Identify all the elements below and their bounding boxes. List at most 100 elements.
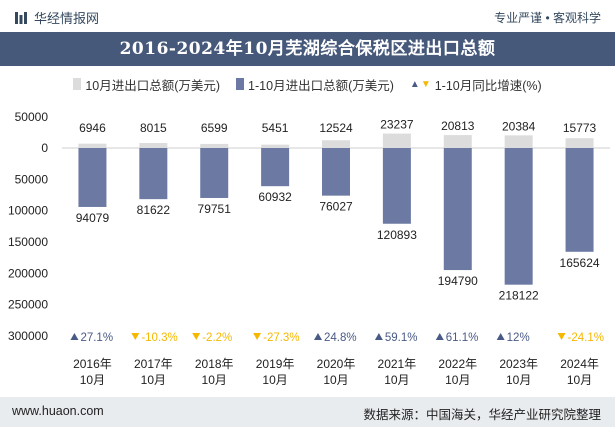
data-label-cum: 218122 xyxy=(499,289,539,303)
data-label-oct: 20813 xyxy=(441,119,475,133)
data-label-cum: 60932 xyxy=(258,190,292,204)
footer-source: 数据来源：中国海关，华经产业研究院整理 xyxy=(363,408,601,422)
footer: www.huaon.com 数据来源：中国海关，华经产业研究院整理 xyxy=(0,397,615,427)
growth-label: 27.1% xyxy=(80,332,113,344)
data-label-cum: 120893 xyxy=(377,228,417,242)
x-tick-label-month: 10月 xyxy=(80,373,105,387)
growth-up-icon xyxy=(374,333,383,340)
growth-label: -27.3% xyxy=(263,332,299,344)
x-tick-label-year: 2021年 xyxy=(378,357,417,371)
x-tick-label-month: 10月 xyxy=(567,373,592,387)
bar-cum xyxy=(443,148,472,271)
top-bar: 华经情报网 专业严谨 • 客观科学 xyxy=(0,0,615,32)
legend-swatch-cum xyxy=(236,78,245,90)
y-tick-label: 50000 xyxy=(15,110,49,124)
legend-item-cum: 1-10月进出口总额(万美元) xyxy=(236,75,394,94)
data-label-cum: 81622 xyxy=(137,203,171,217)
bar-oct xyxy=(565,138,594,148)
legend-label-oct: 10月进出口总额(万美元) xyxy=(85,78,221,93)
growth-up-icon xyxy=(496,333,505,340)
tagline: 专业严谨 • 客观科学 xyxy=(494,11,601,25)
data-label-oct: 5451 xyxy=(262,121,289,135)
growth-label: 24.8% xyxy=(324,332,357,344)
x-tick-label-year: 2019年 xyxy=(256,357,295,371)
data-label-cum: 194790 xyxy=(438,274,478,288)
bar-oct xyxy=(504,135,533,148)
bar-oct xyxy=(382,133,411,148)
growth-label: -24.1% xyxy=(568,332,604,344)
data-label-oct: 6599 xyxy=(201,121,228,135)
bar-oct xyxy=(200,143,229,148)
bar-cum xyxy=(382,148,411,224)
bar-cum xyxy=(322,148,350,196)
data-label-cum: 79751 xyxy=(198,202,232,216)
growth-label: 61.1% xyxy=(446,332,479,344)
x-tick-label-month: 10月 xyxy=(384,373,409,387)
legend-label-growth: 1-10月同比增速(%) xyxy=(434,78,542,93)
brand-logo-icon xyxy=(15,11,27,24)
chart-plot: 50000 0 50000 100000 150000 200000 250000 30000… xyxy=(8,110,610,387)
x-tick-label-month: 10月 xyxy=(323,373,348,387)
y-tick-label: 250000 xyxy=(8,298,48,312)
data-label-cum: 76027 xyxy=(319,200,353,214)
x-tick-label-year: 2017年 xyxy=(134,357,173,371)
x-tick-label-year: 2023年 xyxy=(499,357,538,371)
bar-oct xyxy=(261,144,290,148)
growth-down-icon xyxy=(131,333,140,340)
brand-name: 华经情报网 xyxy=(34,11,100,26)
up-triangle-icon: ▲ xyxy=(409,78,420,90)
data-label-oct: 12524 xyxy=(319,121,353,135)
y-tick-label: 300000 xyxy=(8,329,48,343)
data-label-oct: 8015 xyxy=(140,121,167,135)
x-tick-label-year: 2022年 xyxy=(438,357,477,371)
growth-up-icon xyxy=(70,333,79,340)
data-label-oct: 6946 xyxy=(79,121,106,135)
bar-oct xyxy=(443,135,472,148)
bar-cum xyxy=(504,148,533,285)
growth-label: -10.3% xyxy=(141,332,177,344)
x-tick-label-month: 10月 xyxy=(141,373,166,387)
x-tick-label-year: 2016年 xyxy=(73,357,112,371)
x-tick-label-year: 2024年 xyxy=(560,357,599,371)
bar-oct xyxy=(78,143,107,148)
x-tick-label-month: 10月 xyxy=(262,373,287,387)
y-tick-label: 200000 xyxy=(8,266,48,280)
bar-oct xyxy=(322,140,350,148)
bar-cum xyxy=(139,148,168,200)
legend: 10月进出口总额(万美元) 1-10月进出口总额(万美元) ▲ ▼ 1-10月同比… xyxy=(0,74,615,94)
growth-label: 59.1% xyxy=(385,332,418,344)
x-tick-label-month: 10月 xyxy=(506,373,531,387)
x-tick-label-year: 2018年 xyxy=(195,357,234,371)
bar-oct xyxy=(139,143,168,148)
data-label-oct: 15773 xyxy=(563,121,597,135)
growth-down-icon xyxy=(557,333,566,340)
brand: 华经情报网 xyxy=(14,8,99,27)
y-tick-label: 100000 xyxy=(8,204,48,218)
bar-cum xyxy=(565,148,594,252)
bar-cum xyxy=(200,148,229,198)
legend-item-growth: ▲ ▼ 1-10月同比增速(%) xyxy=(410,75,542,94)
growth-down-icon xyxy=(192,333,201,340)
growth-down-icon xyxy=(253,333,262,340)
y-tick-label: 0 xyxy=(41,141,48,155)
x-tick-label-month: 10月 xyxy=(445,373,470,387)
growth-up-icon xyxy=(435,333,444,340)
data-label-oct: 20384 xyxy=(502,119,536,133)
bar-cum xyxy=(261,148,290,187)
bar-cum xyxy=(78,148,107,207)
y-tick-label: 150000 xyxy=(8,235,48,249)
legend-label-cum: 1-10月进出口总额(万美元) xyxy=(248,78,394,93)
data-label-oct: 23237 xyxy=(380,118,414,132)
legend-triangle-icons: ▲ ▼ xyxy=(410,79,431,90)
data-label-cum: 165624 xyxy=(560,256,600,270)
legend-swatch-oct xyxy=(73,78,82,90)
chart-title: 2016-2024年10月芜湖综合保税区进出口总额 xyxy=(0,32,615,66)
growth-up-icon xyxy=(314,333,322,340)
x-tick-label-year: 2020年 xyxy=(317,357,356,371)
footer-url: www.huaon.com xyxy=(12,404,104,418)
y-tick-label: 50000 xyxy=(15,172,49,186)
growth-label: 12% xyxy=(507,332,530,344)
data-label-cum: 94079 xyxy=(76,211,110,225)
growth-label: -2.2% xyxy=(202,332,232,344)
